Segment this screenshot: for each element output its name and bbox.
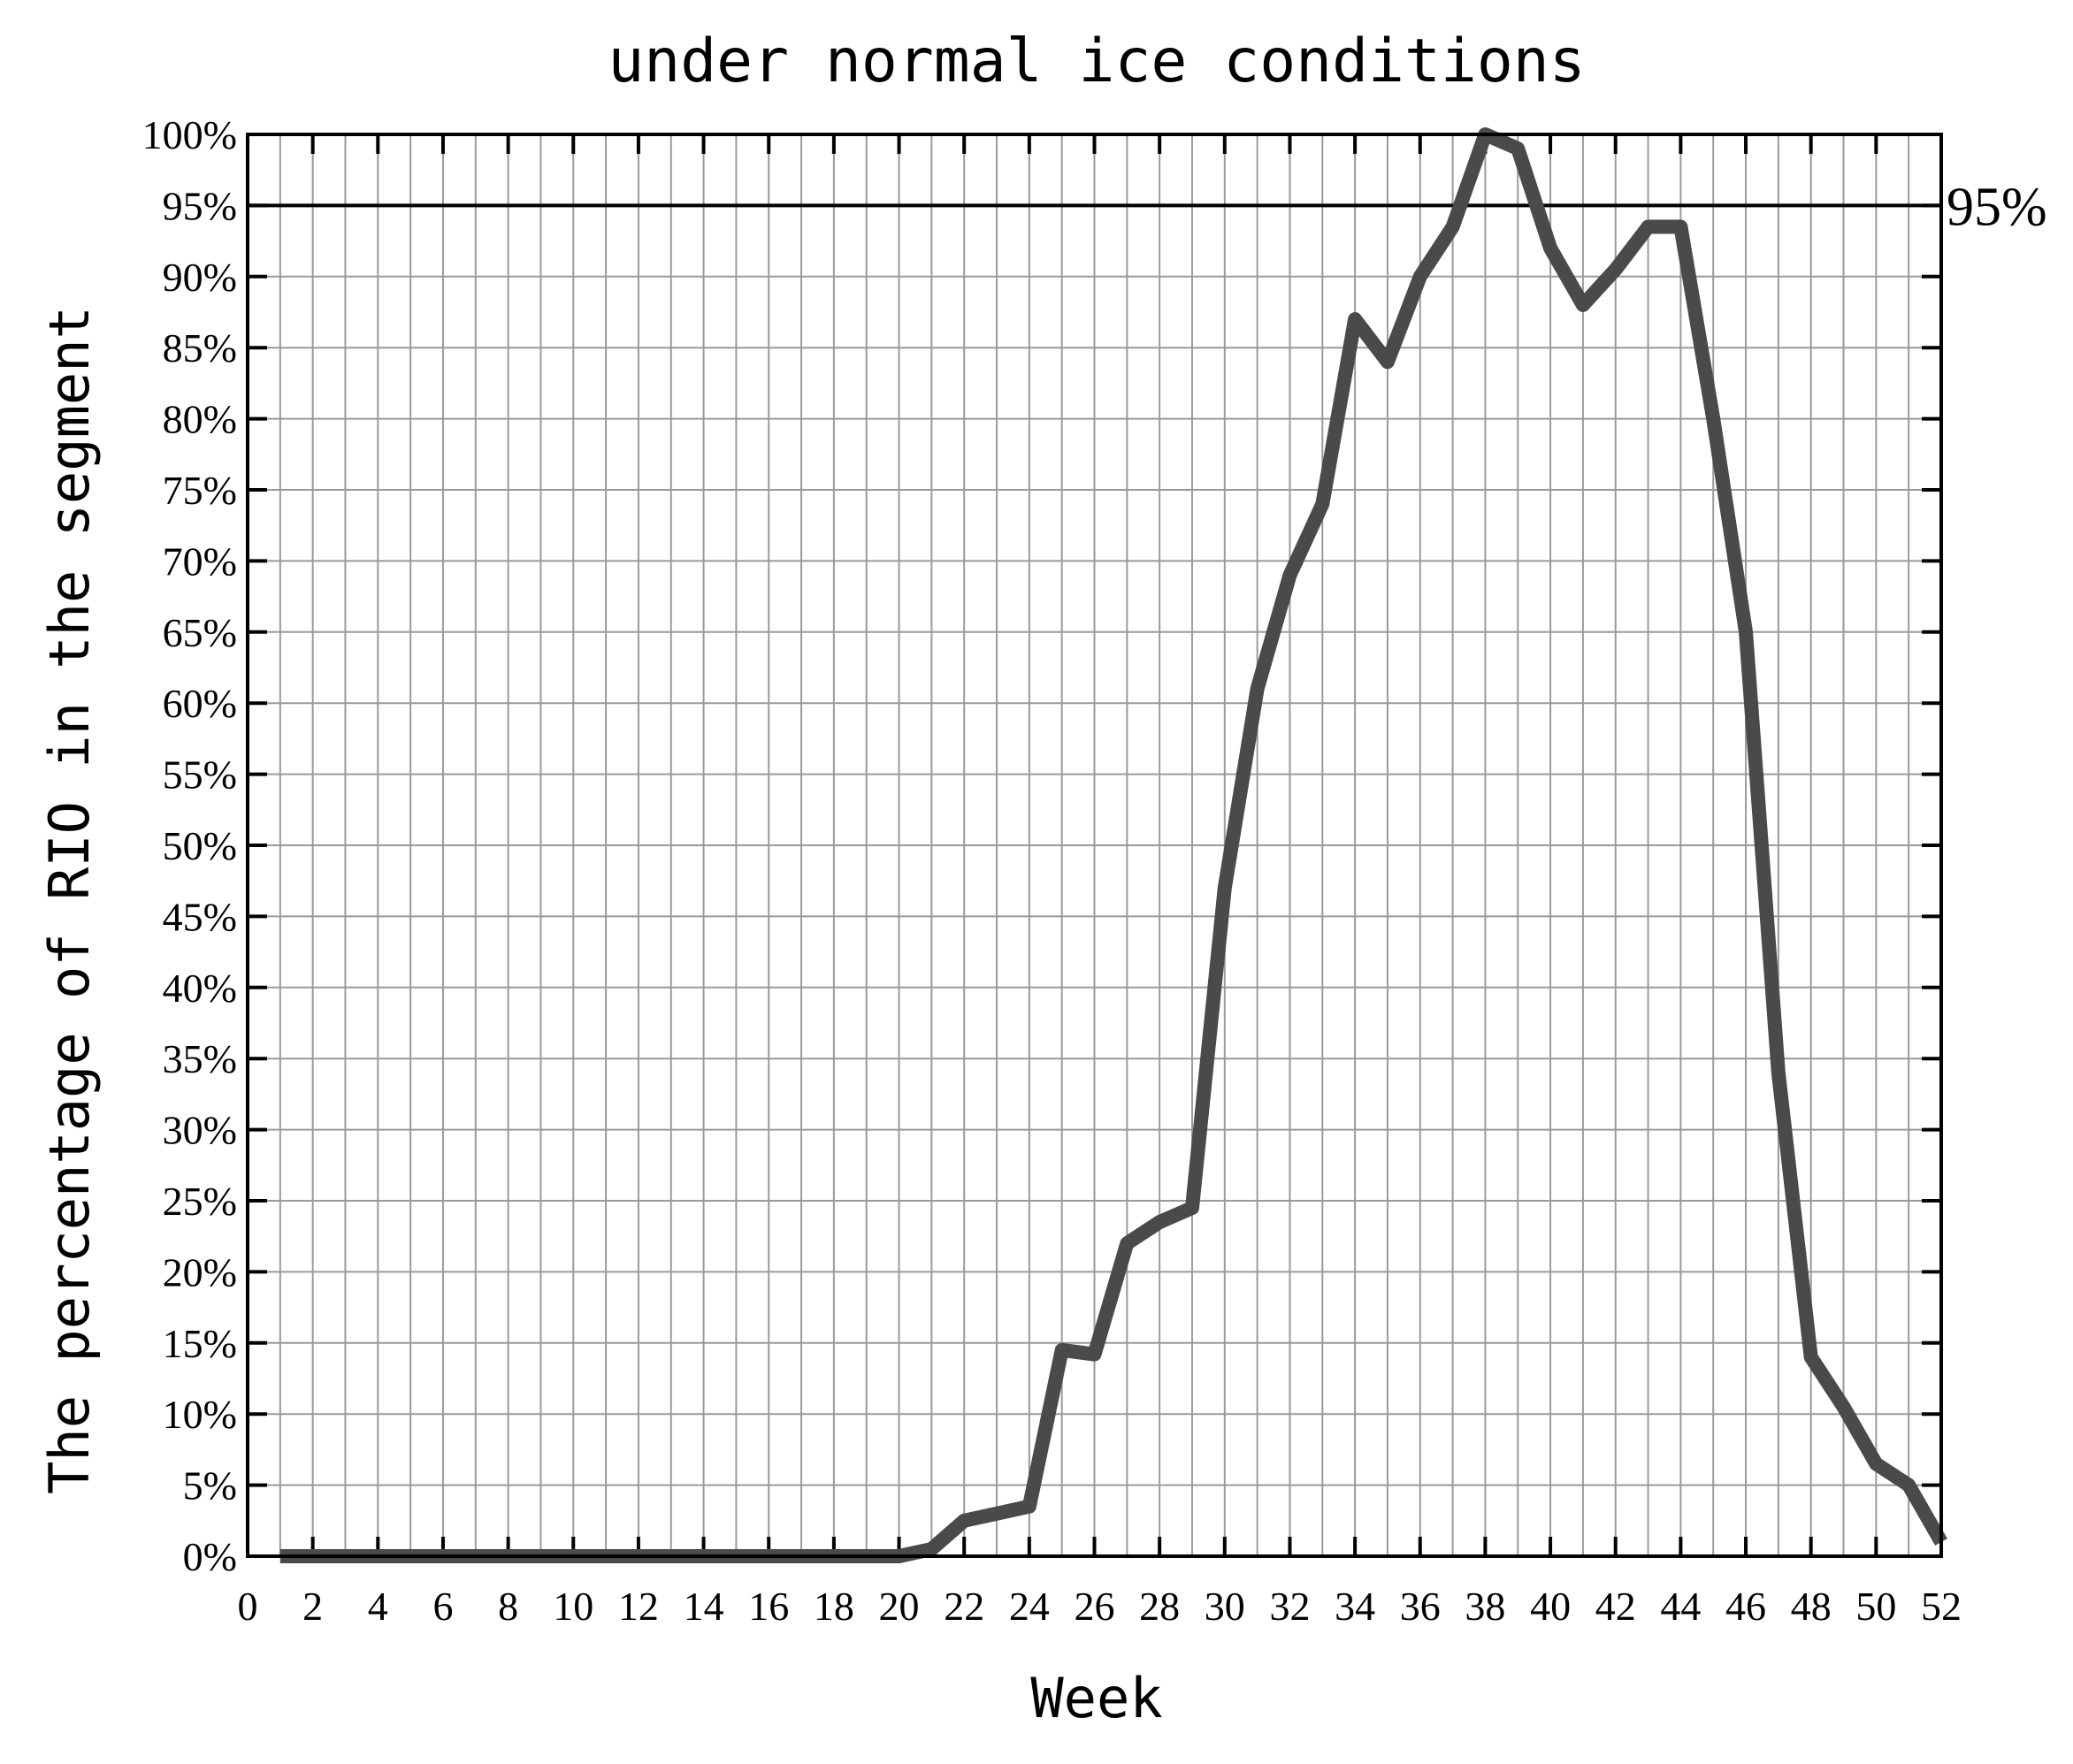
y-tick-label: 70%: [163, 538, 237, 584]
x-tick-label: 6: [432, 1584, 453, 1629]
y-tick-label: 80%: [163, 397, 237, 442]
x-tick-label: 40: [1530, 1584, 1571, 1629]
y-tick-label: 30%: [163, 1108, 237, 1153]
y-tick-label: 10%: [163, 1392, 237, 1437]
x-tick-label: 32: [1269, 1584, 1310, 1629]
x-tick-label: 46: [1725, 1584, 1766, 1629]
x-tick-label: 42: [1595, 1584, 1636, 1629]
y-tick-label: 45%: [163, 894, 237, 939]
x-tick-label: 24: [1009, 1584, 1050, 1629]
x-tick-label: 4: [368, 1584, 388, 1629]
y-tick-label: 65%: [163, 610, 237, 655]
x-tick-label: 8: [498, 1584, 518, 1629]
x-tick-labels: 0 2 4 6 8 10 12 14 16 18 20 22 24 26 28 30 32 34 36 38 40 42 4…: [238, 1584, 1962, 1629]
x-tick-label: 14: [684, 1584, 724, 1629]
chart-title: under normal ice conditions: [608, 27, 1585, 96]
x-tick-label: 44: [1660, 1584, 1701, 1629]
y-tick-label: 40%: [163, 966, 237, 1011]
x-tick-label: 16: [748, 1584, 789, 1629]
x-tick-label: 2: [302, 1584, 323, 1629]
x-tick-label: 12: [618, 1584, 659, 1629]
y-tick-label: 15%: [163, 1321, 237, 1366]
y-tick-label: 0%: [183, 1534, 237, 1579]
grid: [246, 133, 1943, 1558]
y-tick-labels: 0% 5% 10% 15% 20% 25% 30% 35% 40% 45% 50% 55% 60% 65%…: [142, 112, 237, 1579]
reference-line-label: 95%: [1947, 177, 2047, 237]
y-tick-label: 100%: [142, 112, 237, 157]
y-tick-label: 55%: [163, 752, 237, 798]
x-tick-label: 30: [1205, 1584, 1245, 1629]
x-tick-label: 36: [1400, 1584, 1441, 1629]
y-tick-label: 90%: [163, 255, 237, 300]
x-tick-label: 34: [1335, 1584, 1375, 1629]
y-tick-label: 5%: [183, 1463, 237, 1508]
y-tick-label: 20%: [163, 1249, 237, 1294]
x-axis-label: Week: [1030, 1666, 1162, 1730]
x-tick-label: 28: [1139, 1584, 1180, 1629]
y-tick-label: 35%: [163, 1036, 237, 1081]
y-tick-label: 75%: [163, 468, 237, 513]
x-tick-label: 18: [814, 1584, 854, 1629]
y-axis-label: The percentage of RIO in the segment: [37, 306, 102, 1494]
y-tick-label: 60%: [163, 681, 237, 726]
reference-line-group: 95%: [248, 177, 2047, 237]
x-tick-label: 50: [1855, 1584, 1896, 1629]
y-tick-label: 85%: [163, 325, 237, 370]
plot-frame: [246, 133, 1943, 1558]
x-tick-label: 48: [1791, 1584, 1832, 1629]
x-tick-label: 20: [879, 1584, 920, 1629]
y-tick-label: 95%: [163, 183, 237, 228]
x-tick-label: 38: [1465, 1584, 1505, 1629]
y-tick-label: 50%: [163, 823, 237, 868]
x-tick-label: 52: [1921, 1584, 1962, 1629]
x-tick-label: 0: [238, 1584, 258, 1629]
x-tick-label: 26: [1075, 1584, 1115, 1629]
x-tick-label: 22: [944, 1584, 984, 1629]
y-tick-label: 25%: [163, 1179, 237, 1224]
x-tick-label: 10: [553, 1584, 593, 1629]
